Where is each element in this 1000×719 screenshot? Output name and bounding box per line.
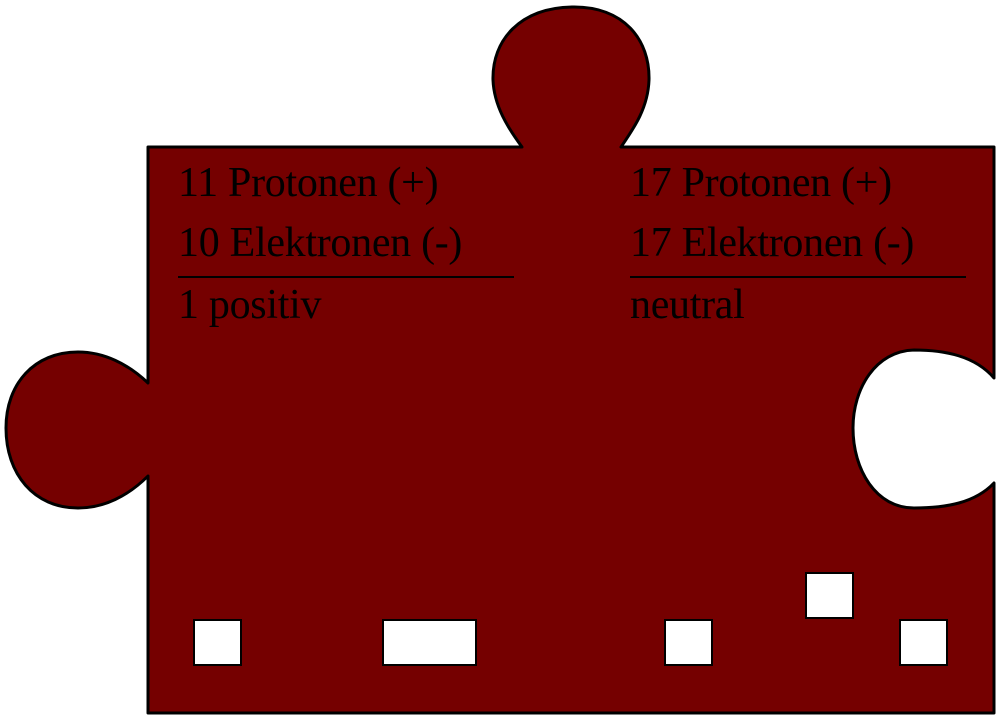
slot-3 xyxy=(664,619,713,666)
left-charge-label: 1 positiv xyxy=(178,282,322,328)
slot-2 xyxy=(382,619,477,666)
left-protons-label: 11 Protonen (+) xyxy=(178,160,439,206)
slot-4 xyxy=(805,572,854,619)
slot-1 xyxy=(193,619,242,666)
right-charge-label: neutral xyxy=(630,282,745,328)
slot-5 xyxy=(899,619,948,666)
puzzle-piece-body xyxy=(4,5,996,715)
right-electrons-label: 17 Elektronen (-) xyxy=(630,220,915,266)
left-sum-divider xyxy=(178,276,514,278)
right-sum-divider xyxy=(630,276,966,278)
left-electrons-label: 10 Elektronen (-) xyxy=(178,220,463,266)
right-protons-label: 17 Protonen (+) xyxy=(630,160,892,206)
